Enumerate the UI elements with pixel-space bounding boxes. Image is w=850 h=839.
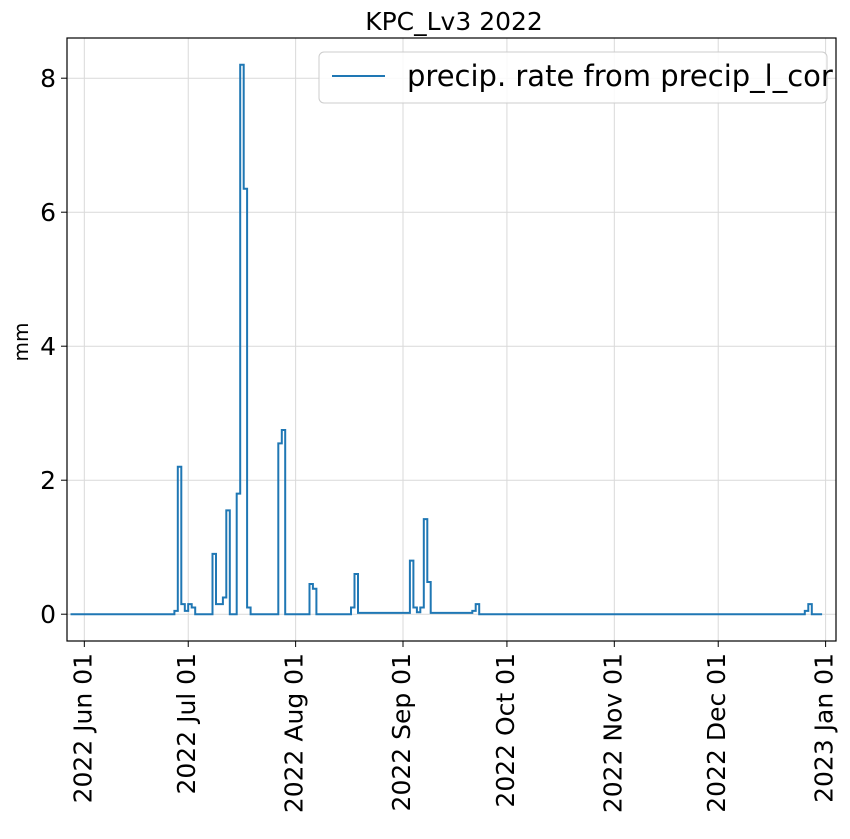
x-tick-label: 2022 Oct 01 — [491, 653, 520, 808]
plot-frame — [66, 37, 837, 642]
y-tick-label: 0 — [40, 600, 56, 629]
x-tick-label: 2022 Nov 01 — [598, 653, 627, 813]
grid — [67, 38, 836, 641]
legend-label: precip. rate from precip_l_cor — [407, 59, 833, 93]
x-tick-label: 2022 Jul 01 — [172, 653, 201, 795]
x-tick-label: 2022 Jun 01 — [68, 653, 97, 803]
series-line — [70, 63, 823, 616]
chart-title: KPC_Lv3 2022 — [365, 7, 543, 36]
y-tick-label: 6 — [40, 198, 56, 227]
legend-box — [318, 51, 828, 104]
y-axis-label: mm — [9, 323, 33, 362]
y-tick-label: 2 — [40, 466, 56, 495]
x-tick-label: 2022 Aug 01 — [280, 653, 309, 813]
x-tick-label: 2022 Dec 01 — [702, 653, 731, 813]
y-tick-label: 8 — [40, 64, 56, 93]
series-layer — [70, 63, 823, 616]
x-tick-label: 2022 Sep 01 — [387, 653, 416, 811]
x-tick-label: 2023 Jan 01 — [810, 653, 839, 803]
legend: precip. rate from precip_l_cor — [318, 51, 833, 104]
y-axis: 0 2 4 6 8 — [40, 64, 67, 629]
x-axis: 2022 Jun 01 2022 Jul 01 2022 Aug 01 2022 Se… — [68, 641, 839, 813]
y-tick-label: 4 — [40, 332, 56, 361]
